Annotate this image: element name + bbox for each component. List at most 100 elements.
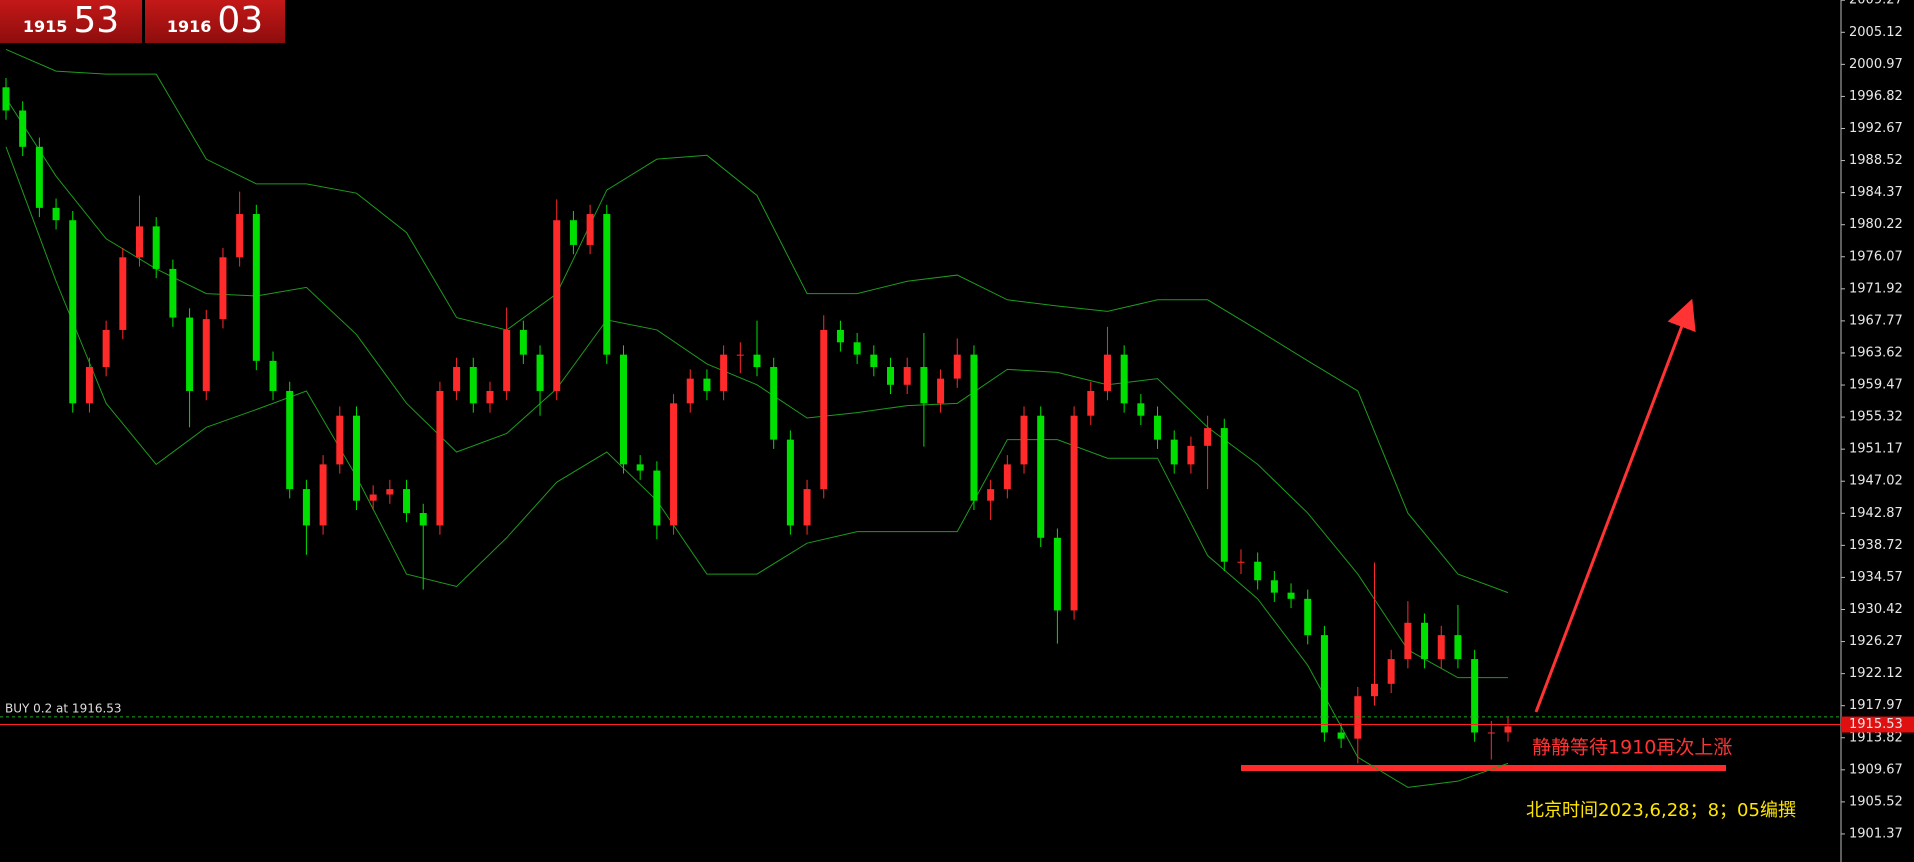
y-tick-label: 1942.87 [1849,506,1903,521]
candle-body [703,378,711,391]
candle-body [1020,415,1028,465]
y-tick-label: 1917.97 [1849,698,1903,713]
candle-body [937,378,945,404]
y-tick-label: 1922.12 [1849,666,1903,681]
candle-body [836,329,844,343]
candle-body [35,146,43,208]
candle-body [636,464,644,471]
candle-body [386,489,394,495]
candle-body [119,257,127,330]
candle-body [1504,726,1512,733]
candle-body [403,489,411,514]
candle-body [352,415,360,501]
y-tick-label: 1992.67 [1849,121,1903,136]
candle-body [2,87,10,111]
y-tick-label: 1980.22 [1849,217,1903,232]
candle-body [1421,622,1429,660]
candle-body [653,470,661,526]
candle-body [686,378,694,404]
bid-quote: 1915 53 [0,0,142,43]
y-tick-label: 1909.67 [1849,762,1903,777]
candle-body [52,207,60,221]
candle-body [1170,439,1178,465]
candle-body [369,494,377,501]
candle-body [553,220,561,391]
candle-body [1137,403,1145,416]
candle-body [503,329,511,391]
candle-body [1037,415,1045,538]
candle-body [970,354,978,501]
ask-pips: 03 [217,0,264,41]
candle-body [1387,659,1395,684]
candle-body [286,390,294,490]
candle-body [586,214,594,245]
candle-body [853,342,861,355]
y-tick-label: 1951.17 [1849,442,1903,457]
candle-body [336,415,344,465]
y-tick-label: 1930.42 [1849,602,1903,617]
candle-body [1304,598,1312,636]
candle-body [436,390,444,526]
candle-body [870,354,878,368]
candle-body [670,403,678,526]
candle-body [1437,635,1445,660]
candle-body [953,354,961,379]
candle-body [1354,696,1362,739]
y-tick-label: 2000.97 [1849,57,1903,72]
candle-body [319,464,327,526]
candle-body [136,226,144,258]
candle-body [753,354,761,368]
y-tick-label: 1955.32 [1849,410,1903,425]
candle-body [169,268,177,318]
ask-quote: 1916 03 [145,0,285,43]
y-tick-label: 1913.82 [1849,730,1903,745]
candle-body [1237,561,1245,563]
y-tick-label: 1947.02 [1849,474,1903,489]
candle-body [1487,732,1495,734]
candle-body [1187,445,1195,465]
candle-body [803,489,811,526]
candle-body [1320,635,1328,733]
candle-body [903,367,911,385]
candle-body [1471,659,1479,733]
candle-body [1070,415,1078,611]
candle-body [219,257,227,320]
candle-body [786,439,794,526]
bid-prefix: 1915 [22,17,68,36]
bid-tag [1841,716,1914,733]
candle-body [69,220,77,404]
candle-body [252,214,260,361]
candle-body [1337,732,1345,739]
candle-body [1120,354,1128,404]
candle-body [987,489,995,501]
y-tick-label: 1996.82 [1849,89,1903,104]
buy-label: BUY 0.2 at 1916.53 [5,701,122,715]
candle-body [453,367,461,391]
up-arrow [1534,298,1696,713]
candle-body [569,220,577,245]
y-tick-label: 1963.62 [1849,345,1903,360]
candle-body [1003,464,1011,490]
candle-body [85,367,93,404]
candle-body [152,226,160,269]
y-tick-label: 1988.52 [1849,153,1903,168]
bid-tag-label: 1915.53 [1849,717,1903,732]
candle-body [619,354,627,465]
candle-body [1287,592,1295,599]
candle-body [1270,580,1278,593]
y-tick-label: 1905.52 [1849,794,1903,809]
candle-body [1053,537,1061,611]
candle-body [1087,390,1095,416]
candle-body [770,367,778,440]
candle-body [1204,428,1212,446]
y-tick-label: 2005.12 [1849,25,1903,40]
candle-body [887,367,895,385]
bid-pips: 53 [73,0,120,41]
candle-body [1454,635,1462,660]
candle-body [302,489,310,526]
y-tick-label: 2009.27 [1849,0,1903,8]
candle-body [486,390,494,404]
candle-body [1220,428,1228,562]
